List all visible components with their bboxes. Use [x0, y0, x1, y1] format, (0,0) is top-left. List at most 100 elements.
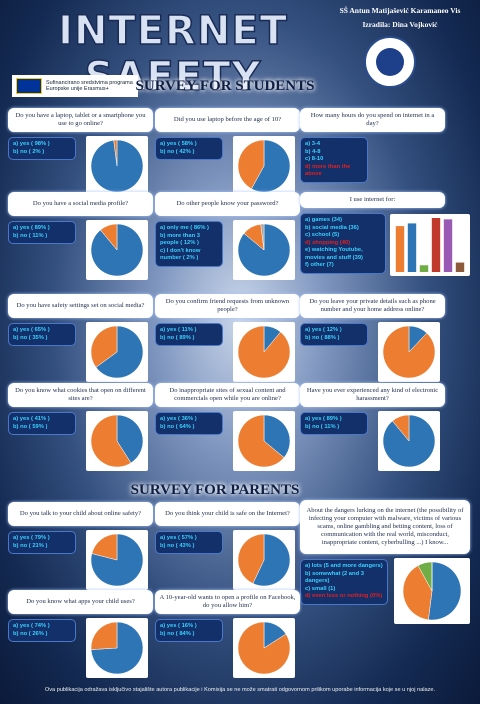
bar [395, 226, 405, 272]
pie-slice [260, 223, 265, 251]
bar [431, 218, 441, 272]
question: I use internet for: [300, 192, 445, 208]
option: d) even less or nothing (0%) [305, 593, 383, 599]
options: a) yes ( 41% ) b) no ( 59% ) [8, 412, 76, 435]
chart [90, 139, 144, 193]
chart-box [86, 411, 148, 471]
option: b) no ( 11% ) [305, 423, 340, 430]
option: b) no ( 2% ) [13, 148, 45, 155]
chart [402, 561, 462, 621]
option: a) yes ( 41% ) [13, 416, 50, 422]
pie-slice [428, 561, 462, 621]
option: a) yes ( 98% ) [13, 141, 50, 147]
option: b) no ( 26% ) [13, 630, 48, 637]
chart-box [394, 558, 470, 624]
option: a) yes ( 74% ) [13, 623, 50, 629]
pie-slice [90, 414, 132, 468]
chart [90, 223, 144, 277]
option: a) yes ( 57% ) [160, 535, 197, 541]
options: a) yes ( 16% ) b) no ( 84% ) [155, 619, 223, 642]
title: INTERNET SAFETY [57, 7, 288, 101]
pie-slice [382, 325, 436, 379]
question: Do other people know your password? [155, 192, 300, 216]
option: a) yes ( 58% ) [160, 141, 197, 147]
question: How many hours do you spend on internet … [300, 108, 445, 132]
chart [382, 325, 436, 379]
chart [237, 139, 291, 193]
pie-slice [237, 414, 285, 468]
chart-box [86, 220, 148, 280]
question: A 10-year-old wants to open a profile on… [155, 590, 300, 614]
pie-slice [95, 325, 144, 379]
question: Do you have a social media profile? [8, 192, 153, 216]
options: a) yes ( 98% ) b) no ( 2% ) [8, 137, 76, 160]
option: b) somewhat (2 and 3 dangers) [305, 570, 364, 585]
pie-slice [251, 139, 291, 193]
option: b) social media (36) [305, 224, 359, 231]
question: Do you have a laptop, tablet or a smartp… [8, 108, 153, 132]
chart [382, 414, 436, 468]
options: a) yes ( 65% ) b) no ( 35% ) [8, 323, 76, 346]
options: a) yes ( 74% ) b) no ( 26% ) [8, 619, 76, 642]
options: a) yes ( 79% ) b) no ( 21% ) [8, 531, 76, 554]
eu-flag [16, 78, 42, 94]
option: d) more than the above [305, 163, 351, 178]
pie-slice [263, 414, 291, 458]
option: a) only me ( 86% ) [160, 225, 209, 231]
pie-slice [237, 621, 291, 675]
option: a) yes ( 65% ) [13, 327, 50, 333]
option: a) yes ( 89% ) [13, 225, 50, 231]
question: Do you know what apps your child uses? [8, 590, 153, 614]
pie-slice [237, 533, 265, 584]
chart-box [233, 136, 295, 196]
chart [237, 621, 291, 675]
option: c) small (1) [305, 585, 336, 592]
chart-box [86, 322, 148, 382]
options: a) yes ( 57% ) b) no ( 43% ) [155, 531, 223, 554]
question: Do you talk to your child about online s… [8, 502, 153, 526]
options: a) yes ( 89% ) b) no ( 11% ) [8, 221, 76, 244]
pie-slice [90, 621, 118, 650]
chart [90, 621, 144, 675]
chart [90, 533, 144, 587]
bar [419, 265, 429, 272]
option: b) no ( 64% ) [160, 423, 195, 430]
chart [237, 533, 291, 587]
pie-slice [402, 565, 433, 621]
option: b) 4-8 [305, 148, 321, 155]
chart-box [390, 214, 470, 276]
question: Do you know what cookies that open on di… [8, 383, 153, 407]
chart-box [233, 322, 295, 382]
chart [90, 325, 144, 379]
question: Do you leave your private details such a… [300, 294, 445, 318]
options: a) lots (5 and more dangers) b) somewhat … [300, 559, 388, 605]
pie-slice [90, 325, 118, 368]
question: About the dangers lurking on the interne… [300, 500, 470, 554]
question: Do inappropriate sites of sexual content… [155, 383, 300, 407]
section-title: SURVEY FOR STUDENTS [135, 78, 315, 94]
chart [237, 414, 291, 468]
footer: Ova publikacija odražava isključivo staj… [44, 687, 436, 693]
option: a) lots (5 and more dangers) [305, 563, 383, 569]
chart-box [233, 220, 295, 280]
options: a) 3-4 b) 4-8 c) 8-10 d) more than the abov… [300, 137, 368, 183]
pie-slice [100, 223, 118, 251]
options: a) games (34) b) social media (36) c) scho… [300, 213, 386, 274]
option: e) watching Youtube, movies and stuff (3… [305, 247, 363, 261]
chart-box [378, 322, 440, 382]
options: a) only me ( 86% ) b) more than 3 people … [155, 221, 223, 267]
question: Did you use laptop before the age of 10? [155, 108, 300, 132]
option: a) games (34) [305, 217, 343, 223]
question: Do you confirm friend requests from unkn… [155, 294, 300, 318]
pie-slice [237, 139, 265, 190]
pie-slice [91, 533, 118, 561]
option: b) no ( 43% ) [160, 542, 195, 549]
option: b) no ( 11% ) [13, 232, 48, 239]
eu-text: Sufinancirano sredstvima programa Europs… [46, 79, 133, 93]
options: a) yes ( 89% ) b) no ( 11% ) [300, 412, 368, 435]
bar [443, 219, 453, 272]
option: b) no ( 21% ) [13, 542, 48, 549]
chart-box [86, 530, 148, 590]
pie-slice [113, 139, 118, 167]
chart-box [233, 530, 295, 590]
